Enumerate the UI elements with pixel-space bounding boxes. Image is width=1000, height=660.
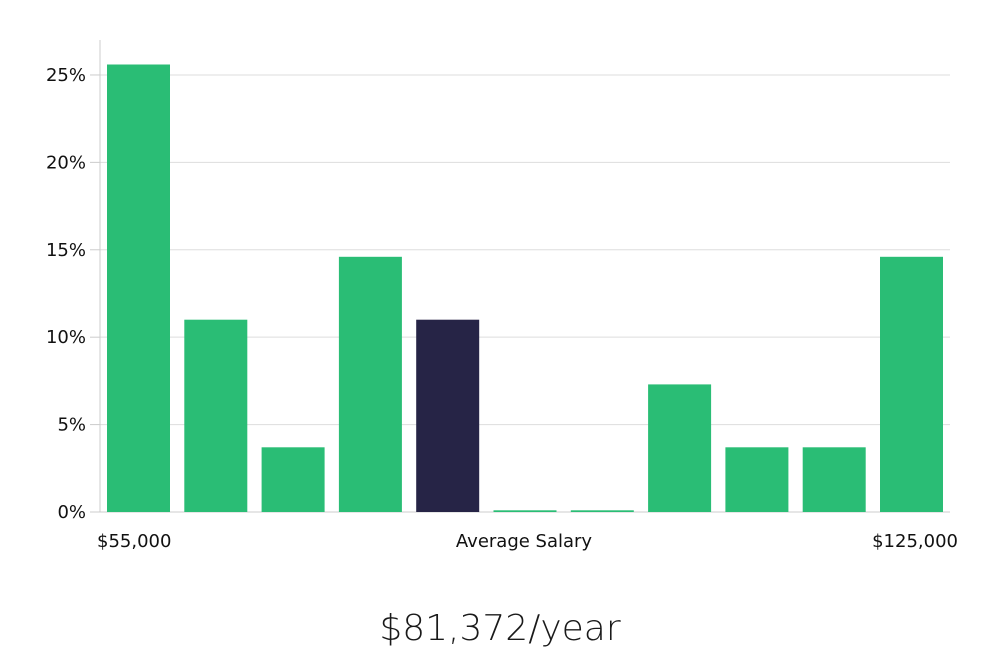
bar-average-salary — [416, 319, 480, 512]
y-tick-label: 0% — [57, 502, 86, 523]
bar — [338, 256, 402, 512]
bar — [725, 447, 789, 512]
x-axis-title: Average Salary — [456, 531, 593, 552]
bar — [802, 447, 866, 512]
x-max-label: $125,000 — [872, 531, 958, 552]
bar — [261, 447, 325, 512]
bar — [184, 319, 248, 512]
y-tick-label: 10% — [46, 327, 86, 348]
bar — [493, 510, 557, 512]
bar — [107, 64, 170, 512]
bars — [107, 64, 943, 512]
bar — [880, 256, 943, 512]
y-tick-label: 15% — [46, 240, 86, 261]
x-min-label: $55,000 — [97, 531, 171, 552]
bar — [570, 510, 634, 512]
bar — [648, 384, 712, 512]
y-tick-label: 5% — [57, 415, 86, 436]
y-tick-label: 25% — [46, 65, 86, 86]
y-axis-ticks: 0% 5% 10% 15% 20% 25% — [46, 65, 100, 523]
y-tick-label: 20% — [46, 152, 86, 173]
average-salary-value: $81,372/year — [379, 608, 621, 649]
salary-histogram-chart: 0%5%10%15%20%25% $55,000 Average Salary … — [46, 40, 958, 552]
